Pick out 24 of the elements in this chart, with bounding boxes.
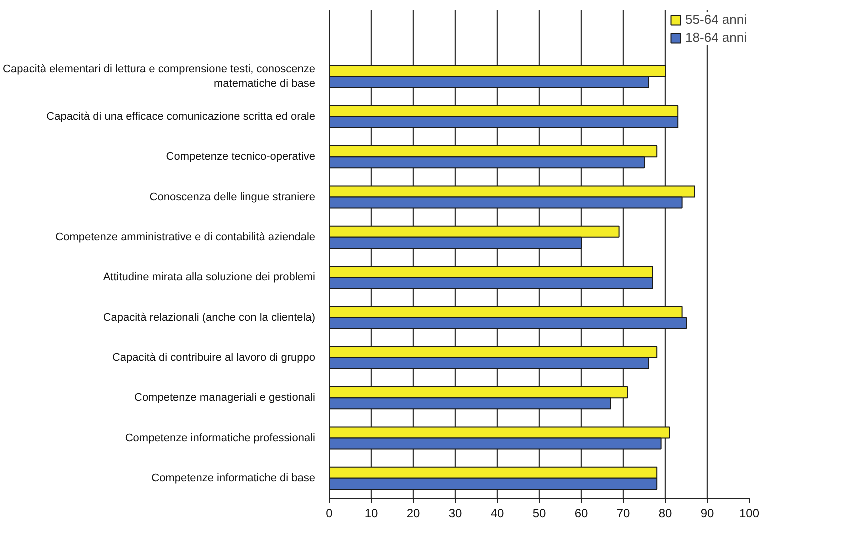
y-tick-label: Competenze informatiche di base: [152, 472, 316, 484]
y-tick-label: Competenze informatiche professionali: [125, 432, 316, 444]
x-tick-label: 0: [326, 506, 334, 520]
y-tick-label: Capacità relazionali (anche con la clientela): [103, 312, 316, 324]
x-tick-label: 30: [448, 506, 462, 520]
x-tick-label: 80: [658, 506, 672, 520]
y-tick-label: Competenze manageriali e gestionali: [134, 392, 316, 404]
y-tick-label: Capacità di una efficace comunicazione scritta ed orale: [46, 110, 316, 123]
y-tick-label: Competenze amministrative e di contabilità aziendale: [56, 231, 316, 244]
y-tick-label: Competenze tecnico-operative: [166, 151, 316, 164]
y-tick-label: Capacità di contribuire al lavoro di gruppo: [112, 352, 316, 364]
y-tick-label: Conoscenza delle lingue straniere: [150, 191, 316, 204]
x-tick-label: 10: [364, 506, 378, 520]
y-tick-label: Capacità elementari di lettura e comprensione testi, conoscenze matematiche di base: [3, 64, 316, 90]
legend-label: 18-64 anni: [686, 30, 747, 45]
x-tick-label: 60: [574, 506, 588, 520]
x-tick-label: 70: [616, 506, 630, 520]
y-tick-label: Attitudine mirata alla soluzione dei problemi: [103, 272, 316, 284]
x-tick-label: 100: [739, 506, 760, 520]
x-tick-label: 40: [490, 506, 504, 520]
x-tick-label: 20: [406, 506, 420, 520]
x-tick-label: 90: [700, 506, 714, 520]
x-tick-label: 50: [532, 506, 546, 520]
legend-label: 55-64 anni: [686, 12, 747, 27]
